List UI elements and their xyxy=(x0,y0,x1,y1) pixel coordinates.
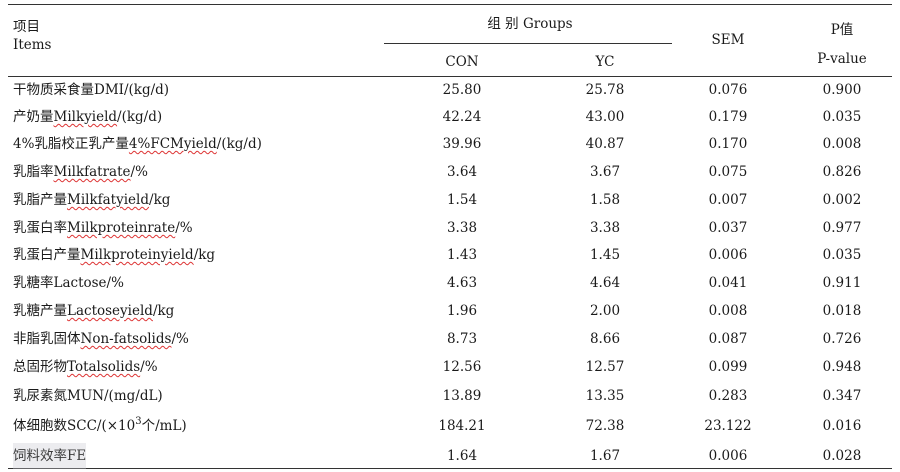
row-label: 非脂乳固体Non-fatsolids/% xyxy=(13,331,189,347)
yc-value: 4.64 xyxy=(589,275,621,291)
table-row: 乳脂产量Milkfatyield/kg 1.54 1.58 0.007 0.00… xyxy=(0,187,900,213)
groups-underline xyxy=(384,43,672,44)
table-row: 乳糖产量Lactoseyield/kg 1.96 2.00 0.008 0.01… xyxy=(0,298,900,324)
sem-value: 0.099 xyxy=(708,359,748,375)
row-label: 乳糖产量Lactoseyield/kg xyxy=(13,303,175,319)
con-value: 12.56 xyxy=(442,359,482,375)
table-row: 体细胞数SCC/(×103个/mL) 184.21 72.38 23.122 0… xyxy=(0,413,900,439)
p-value: 0.726 xyxy=(822,331,862,347)
con-value: 3.38 xyxy=(446,220,478,236)
yc-value: 43.00 xyxy=(585,109,625,125)
con-value: 39.96 xyxy=(442,136,482,152)
yc-value: 12.57 xyxy=(585,359,625,375)
row-label: 乳尿素氮MUN/(mg/dL) xyxy=(13,388,163,404)
con-value: 8.73 xyxy=(446,331,478,347)
yc-value: 40.87 xyxy=(585,136,625,152)
sem-value: 0.007 xyxy=(708,192,748,208)
p-value: 0.826 xyxy=(822,164,862,180)
con-value: 184.21 xyxy=(438,418,486,434)
table-row: 乳脂率Milkfatrate/% 3.64 3.67 0.075 0.826 xyxy=(0,159,900,185)
row-label: 乳脂产量Milkfatyield/kg xyxy=(13,192,171,208)
table-row: 饲料效率FE 1.64 1.67 0.006 0.028 xyxy=(0,443,900,469)
header-con: CON xyxy=(445,54,479,70)
p-value: 0.008 xyxy=(822,136,862,152)
con-value: 42.24 xyxy=(442,109,482,125)
sem-value: 0.037 xyxy=(708,220,748,236)
p-value: 0.018 xyxy=(822,303,862,319)
header-groups: 组 别 Groups xyxy=(487,16,573,32)
p-value: 0.977 xyxy=(822,220,862,236)
sem-value: 0.075 xyxy=(708,164,748,180)
top-rule xyxy=(8,4,892,5)
sem-value: 0.041 xyxy=(708,275,748,291)
header-p-cn: P值 xyxy=(830,22,854,38)
con-value: 1.96 xyxy=(446,303,478,319)
row-label: 乳糖率Lactose/% xyxy=(13,275,124,291)
p-value: 0.900 xyxy=(822,82,862,98)
row-label: 总固形物Totalsolids/% xyxy=(13,359,158,375)
yc-value: 1.67 xyxy=(589,448,621,464)
p-value: 0.028 xyxy=(822,448,862,464)
con-value: 1.54 xyxy=(446,192,478,208)
sem-value: 0.076 xyxy=(708,82,748,98)
table-row: 4%乳脂校正乳产量4%FCMyield/(kg/d) 39.96 40.87 0… xyxy=(0,131,900,157)
bottom-rule xyxy=(8,468,892,469)
con-value: 25.80 xyxy=(442,82,482,98)
table-row: 乳尿素氮MUN/(mg/dL) 13.89 13.35 0.283 0.347 xyxy=(0,383,900,409)
con-value: 13.89 xyxy=(442,388,482,404)
row-label: 干物质采食量DMI/(kg/d) xyxy=(13,82,170,98)
table-row: 总固形物Totalsolids/% 12.56 12.57 0.099 0.94… xyxy=(0,354,900,380)
sem-value: 0.170 xyxy=(708,136,748,152)
sem-value: 0.008 xyxy=(708,303,748,319)
header-rule xyxy=(8,76,892,77)
p-value: 0.002 xyxy=(822,192,862,208)
table-row: 乳糖率Lactose/% 4.63 4.64 0.041 0.911 xyxy=(0,270,900,296)
row-label: 体细胞数SCC/(×103个/mL) xyxy=(13,416,187,434)
yc-value: 13.35 xyxy=(585,388,625,404)
yc-value: 8.66 xyxy=(589,331,621,347)
table-row: 产奶量Milkyield/(kg/d) 42.24 43.00 0.179 0.… xyxy=(0,104,900,130)
p-value: 0.016 xyxy=(822,418,862,434)
yc-value: 2.00 xyxy=(589,303,621,319)
yc-value: 25.78 xyxy=(585,82,625,98)
sem-value: 0.179 xyxy=(708,109,748,125)
con-value: 1.43 xyxy=(446,247,478,263)
row-label: 产奶量Milkyield/(kg/d) xyxy=(13,109,163,125)
p-value: 0.035 xyxy=(822,247,862,263)
con-value: 4.63 xyxy=(446,275,478,291)
header-items-cn: 项目 xyxy=(13,19,40,35)
p-value: 0.911 xyxy=(822,275,862,291)
row-label: 饲料效率FE xyxy=(13,443,87,469)
row-label: 4%乳脂校正乳产量4%FCMyield/(kg/d) xyxy=(13,136,262,152)
con-value: 1.64 xyxy=(446,448,478,464)
yc-value: 3.67 xyxy=(589,164,621,180)
table-row: 乳蛋白率Milkproteinrate/% 3.38 3.38 0.037 0.… xyxy=(0,215,900,241)
sem-value: 0.087 xyxy=(708,331,748,347)
header-p-en: P-value xyxy=(817,51,867,67)
p-value: 0.035 xyxy=(822,109,862,125)
header-yc: YC xyxy=(595,54,615,70)
row-label: 乳蛋白率Milkproteinrate/% xyxy=(13,220,193,236)
yc-value: 1.58 xyxy=(589,192,621,208)
sem-value: 23.122 xyxy=(704,418,752,434)
table-row: 非脂乳固体Non-fatsolids/% 8.73 8.66 0.087 0.7… xyxy=(0,326,900,352)
table-row: 乳蛋白产量Milkproteinyield/kg 1.43 1.45 0.006… xyxy=(0,242,900,268)
p-value: 0.347 xyxy=(822,388,862,404)
header-sem: SEM xyxy=(711,32,745,48)
row-label: 乳蛋白产量Milkproteinyield/kg xyxy=(13,247,216,263)
sem-value: 0.006 xyxy=(708,448,748,464)
yc-value: 72.38 xyxy=(585,418,625,434)
yc-value: 3.38 xyxy=(589,220,621,236)
table-row: 干物质采食量DMI/(kg/d) 25.80 25.78 0.076 0.900 xyxy=(0,77,900,103)
yc-value: 1.45 xyxy=(589,247,621,263)
sem-value: 0.283 xyxy=(708,388,748,404)
con-value: 3.64 xyxy=(446,164,478,180)
sem-value: 0.006 xyxy=(708,247,748,263)
header-items-en: Items xyxy=(13,37,52,53)
row-label: 乳脂率Milkfatrate/% xyxy=(13,164,148,180)
p-value: 0.948 xyxy=(822,359,862,375)
